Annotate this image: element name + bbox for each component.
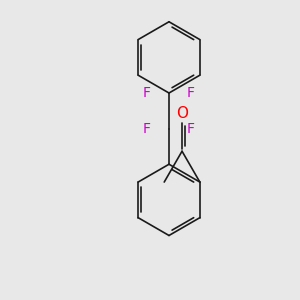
Text: O: O bbox=[176, 106, 188, 121]
Text: F: F bbox=[143, 122, 151, 136]
Text: F: F bbox=[187, 86, 195, 100]
Text: F: F bbox=[187, 122, 195, 136]
Text: F: F bbox=[143, 86, 151, 100]
